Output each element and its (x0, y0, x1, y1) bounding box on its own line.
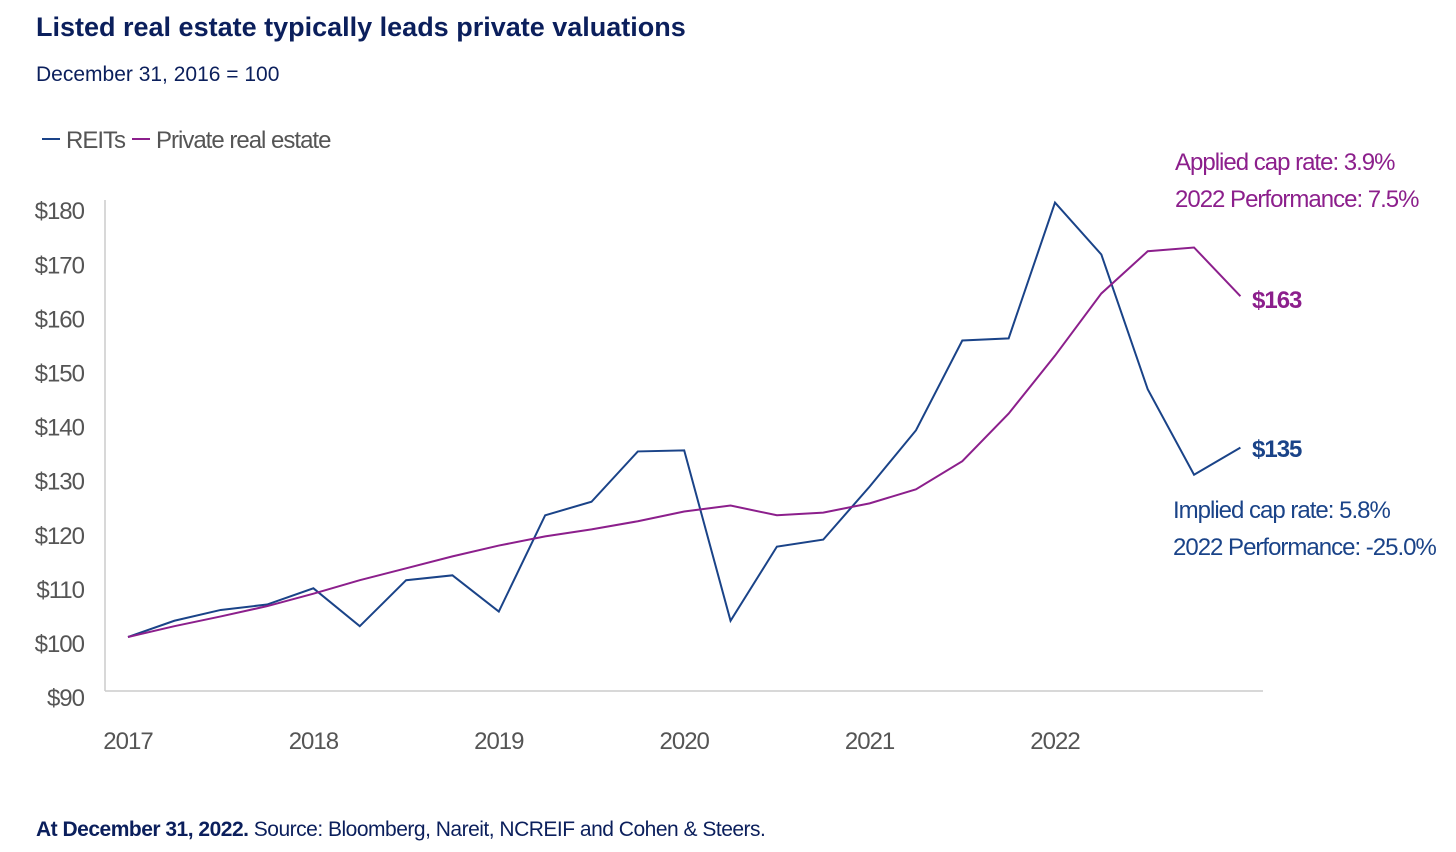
x-tick-label: 2017 (103, 728, 153, 755)
chart-title: Listed real estate typically leads priva… (36, 12, 686, 42)
annotations: Applied cap rate: 3.9% 2022 Performance:… (1173, 149, 1437, 561)
footnote-date: At December 31, 2022. (36, 818, 249, 841)
y-tick-label: $150 (35, 361, 85, 388)
reits-cap-rate-note: Implied cap rate: 5.8% (1173, 497, 1390, 524)
legend: REITs Private real estate (42, 127, 332, 154)
y-tick-label: $140 (35, 415, 85, 442)
y-tick-label: $110 (36, 577, 84, 604)
reits-end-label: $135 (1252, 436, 1302, 463)
chart-subtitle: December 31, 2016 = 100 (36, 63, 280, 86)
footnote-source: Source: Bloomberg, Nareit, NCREIF and Co… (248, 818, 766, 841)
y-tick-label: $130 (35, 469, 85, 496)
legend-label-reits: REITs (66, 127, 126, 154)
y-tick-label: $120 (35, 523, 85, 550)
x-tick-label: 2019 (474, 728, 524, 755)
y-tick-label: $180 (35, 198, 85, 225)
y-tick-label: $100 (35, 631, 85, 658)
x-tick-label: 2020 (660, 728, 710, 755)
x-tick-label: 2018 (289, 728, 339, 755)
legend-label-private: Private real estate (156, 127, 331, 154)
x-tick-label: 2021 (845, 728, 895, 755)
source-footnote: At December 31, 2022. Source: Bloomberg,… (36, 818, 766, 842)
reits-performance-note: 2022 Performance: -25.0% (1173, 534, 1436, 561)
private-cap-rate-note: Applied cap rate: 3.9% (1175, 149, 1395, 176)
reits-line (127, 200, 1241, 638)
y-tick-label: $170 (35, 252, 85, 279)
y-tick-label: $160 (35, 306, 85, 333)
private-end-label: $163 (1252, 287, 1302, 314)
x-tick-label: 2022 (1030, 728, 1080, 755)
private-real-estate-line (127, 246, 1242, 638)
private-performance-note: 2022 Performance: 7.5% (1175, 186, 1419, 213)
y-tick-label: $90 (47, 685, 85, 712)
